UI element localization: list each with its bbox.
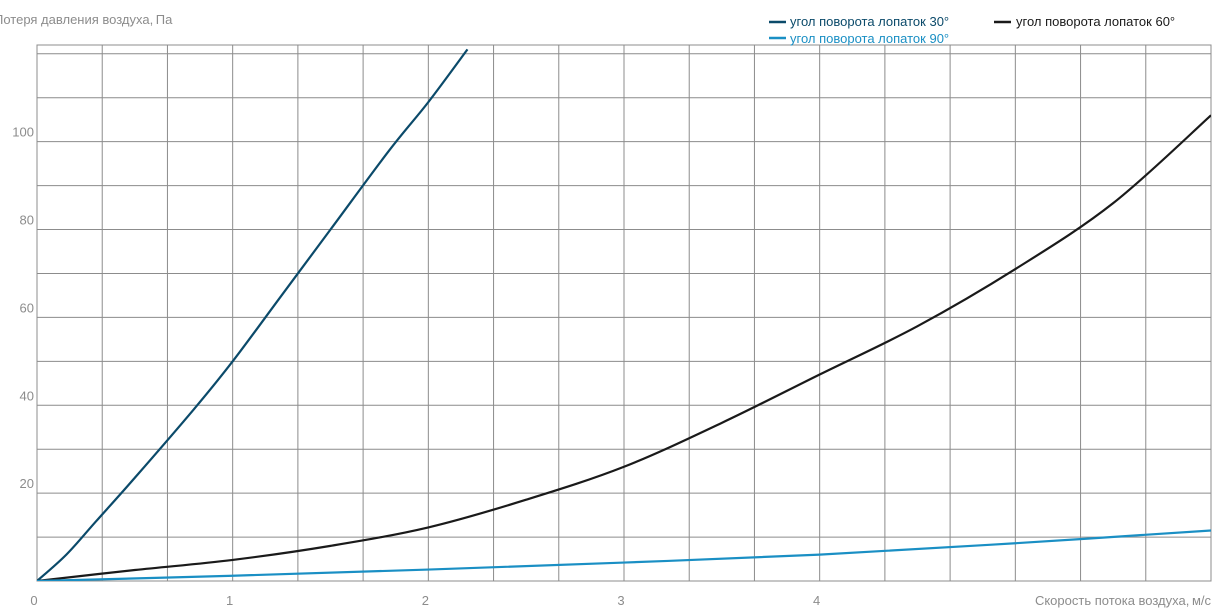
series-line [37,48,469,581]
y-tick-label: 80 [20,213,34,228]
series-line [37,529,1211,581]
grid [36,44,1212,582]
x-tick-label: 0 [30,593,37,608]
series-layer [37,48,1211,581]
x-tick-label: 4 [813,593,820,608]
y-tick-label: 40 [20,388,34,403]
legend-label-60: угол поворота лопаток 60° [1016,14,1175,29]
tick-labels: 0 1 2 3 4 20 40 60 80 100 [12,125,820,608]
legend-label-30: угол поворота лопаток 30° [790,14,949,29]
x-axis-title: Скорость потока воздуха, м/с [1035,593,1212,608]
legend: угол поворота лопаток 30° угол поворота … [769,14,1175,46]
y-tick-label: 20 [20,476,34,491]
y-axis-title: Потеря давления воздуха, Па [0,12,173,27]
x-tick-label: 1 [226,593,233,608]
series-line [37,114,1211,581]
x-tick-label: 2 [422,593,429,608]
y-tick-label: 60 [20,300,34,315]
legend-label-90: угол поворота лопаток 90° [790,31,949,46]
y-tick-label: 100 [12,125,34,140]
x-tick-label: 3 [617,593,624,608]
